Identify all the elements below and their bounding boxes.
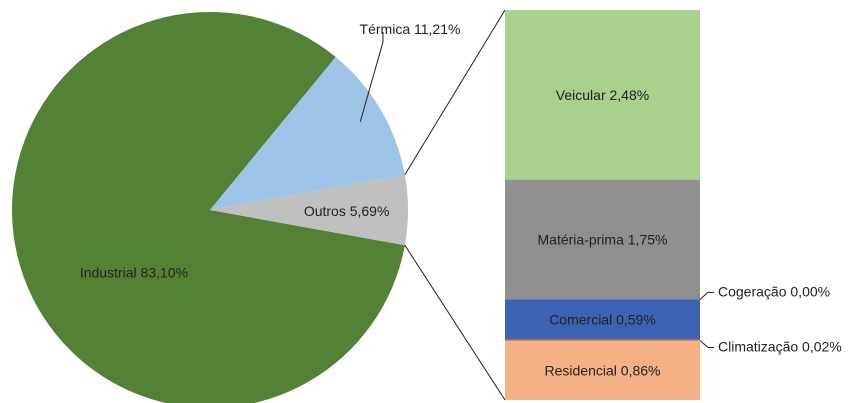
data-label: Térmica 11,21% bbox=[360, 21, 461, 37]
label-value: 2,48% bbox=[610, 87, 650, 103]
label-category: Climatização bbox=[718, 338, 798, 354]
leader-line bbox=[699, 291, 714, 300]
pie-slice bbox=[210, 174, 408, 246]
label-category: Cogeração bbox=[718, 283, 787, 299]
data-label: Industrial 83,10% bbox=[80, 264, 188, 280]
label-value: 0,86% bbox=[621, 362, 661, 378]
bar-segment bbox=[505, 341, 700, 400]
label-category: Residencial bbox=[545, 362, 617, 378]
label-value: 5,69% bbox=[350, 203, 390, 219]
label-value: 0,59% bbox=[616, 311, 656, 327]
label-value: 1,75% bbox=[628, 231, 668, 247]
data-label: Comercial 0,59% bbox=[549, 311, 656, 327]
connector-line bbox=[404, 9, 506, 176]
bar-segment bbox=[505, 299, 700, 340]
connector-line bbox=[404, 244, 506, 401]
data-label: Climatização 0,02% bbox=[718, 338, 842, 354]
leader-line bbox=[699, 340, 714, 348]
pie-slice bbox=[210, 57, 405, 210]
bar-segment bbox=[505, 10, 700, 180]
label-value: 11,21% bbox=[414, 21, 460, 37]
data-label: Matéria-prima 1,75% bbox=[538, 231, 668, 247]
label-category: Matéria-prima bbox=[538, 231, 625, 247]
data-label: Veicular 2,48% bbox=[556, 87, 649, 103]
data-label: Residencial 0,86% bbox=[545, 362, 661, 378]
label-category: Térmica bbox=[360, 21, 411, 37]
label-value: 0,02% bbox=[802, 338, 842, 354]
label-category: Veicular bbox=[556, 87, 606, 103]
label-category: Outros bbox=[304, 203, 346, 219]
label-category: Comercial bbox=[549, 311, 612, 327]
bar-segment bbox=[505, 179, 700, 300]
label-value: 83,10% bbox=[141, 264, 188, 280]
leader-line bbox=[359, 32, 384, 122]
pie-slice bbox=[12, 12, 405, 403]
bar-segment bbox=[505, 339, 700, 342]
data-label: Cogeração 0,00% bbox=[718, 283, 830, 299]
data-label: Outros 5,69% bbox=[304, 203, 390, 219]
label-value: 0,00% bbox=[790, 283, 830, 299]
label-category: Industrial bbox=[80, 264, 137, 280]
